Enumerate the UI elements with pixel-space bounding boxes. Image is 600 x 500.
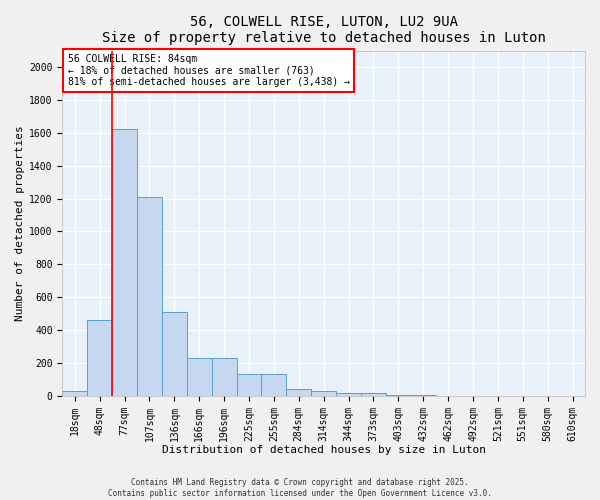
Bar <box>262 374 286 396</box>
Y-axis label: Number of detached properties: Number of detached properties <box>15 126 25 321</box>
Bar <box>187 358 212 396</box>
Bar <box>361 392 386 396</box>
Text: Contains HM Land Registry data © Crown copyright and database right 2025.
Contai: Contains HM Land Registry data © Crown c… <box>108 478 492 498</box>
Title: 56, COLWELL RISE, LUTON, LU2 9UA
Size of property relative to detached houses in: 56, COLWELL RISE, LUTON, LU2 9UA Size of… <box>102 15 545 45</box>
Bar <box>62 391 87 396</box>
Bar <box>286 390 311 396</box>
Text: 56 COLWELL RISE: 84sqm
← 18% of detached houses are smaller (763)
81% of semi-de: 56 COLWELL RISE: 84sqm ← 18% of detached… <box>68 54 350 87</box>
Bar <box>236 374 262 396</box>
Bar <box>212 358 236 396</box>
X-axis label: Distribution of detached houses by size in Luton: Distribution of detached houses by size … <box>161 445 485 455</box>
Bar <box>311 391 336 396</box>
Bar <box>386 395 411 396</box>
Bar <box>336 392 361 396</box>
Bar <box>112 130 137 396</box>
Bar <box>87 320 112 396</box>
Bar <box>162 312 187 396</box>
Bar <box>137 197 162 396</box>
